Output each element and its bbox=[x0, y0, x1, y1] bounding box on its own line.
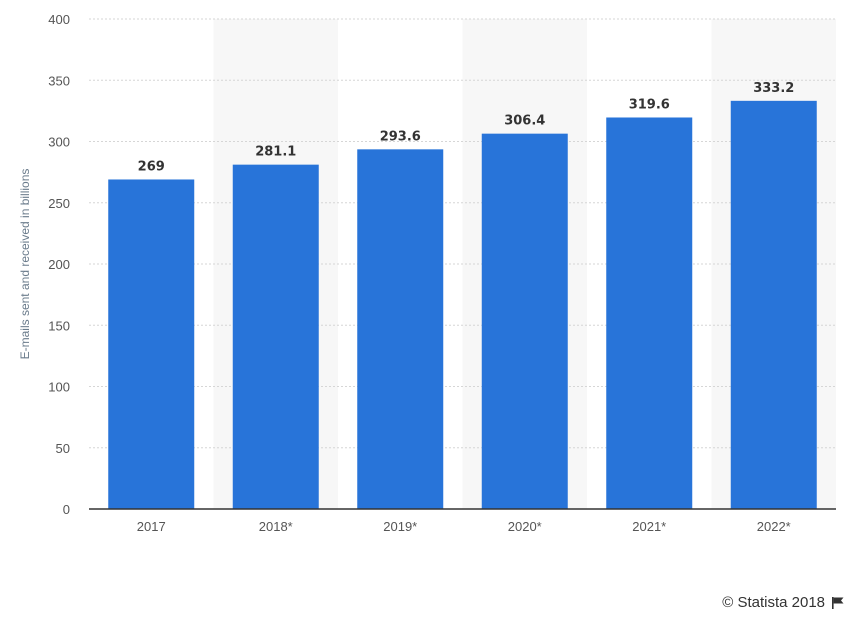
bar[interactable] bbox=[730, 100, 817, 509]
data-label: 333.2 bbox=[753, 81, 794, 96]
data-label: 306.4 bbox=[504, 114, 545, 129]
x-tick-label: 2020* bbox=[508, 519, 542, 534]
data-label: 293.6 bbox=[380, 129, 421, 144]
bar[interactable] bbox=[481, 133, 568, 509]
y-tick-label: 200 bbox=[48, 257, 70, 272]
x-tick-label: 2018* bbox=[259, 519, 293, 534]
y-axis-title: E-mails sent and received in billions bbox=[18, 169, 32, 360]
y-tick-label: 350 bbox=[48, 73, 70, 88]
y-axis-ticks: 0 50 100 150 200 250 300 350 400 bbox=[48, 12, 70, 517]
y-tick-label: 300 bbox=[48, 135, 70, 150]
bar[interactable] bbox=[232, 164, 319, 509]
bars bbox=[108, 100, 817, 510]
x-tick-label: 2017 bbox=[137, 519, 166, 534]
y-tick-label: 50 bbox=[56, 441, 70, 456]
x-tick-label: 2019* bbox=[383, 519, 417, 534]
bar[interactable] bbox=[357, 149, 444, 509]
credit-text: © Statista 2018 bbox=[722, 594, 825, 611]
y-tick-label: 150 bbox=[48, 318, 70, 333]
y-tick-label: 400 bbox=[48, 12, 70, 27]
x-tick-label: 2022* bbox=[757, 519, 791, 534]
x-tick-label: 2021* bbox=[632, 519, 666, 534]
data-label: 281.1 bbox=[255, 145, 296, 160]
source-credit[interactable]: © Statista 2018 bbox=[722, 594, 845, 611]
y-tick-label: 250 bbox=[48, 196, 70, 211]
y-tick-label: 100 bbox=[48, 380, 70, 395]
data-labels: 269 281.1 293.6 306.4 319.6 333.2 bbox=[138, 81, 795, 175]
flag-icon[interactable] bbox=[831, 596, 845, 610]
x-axis-categories: 2017 2018* 2019* 2020* 2021* 2022* bbox=[137, 519, 791, 534]
gridlines bbox=[89, 18, 836, 449]
bar[interactable] bbox=[606, 117, 693, 510]
y-tick-label: 0 bbox=[63, 502, 70, 517]
data-label: 319.6 bbox=[629, 97, 670, 112]
data-label: 269 bbox=[138, 159, 165, 174]
bar[interactable] bbox=[108, 179, 195, 509]
